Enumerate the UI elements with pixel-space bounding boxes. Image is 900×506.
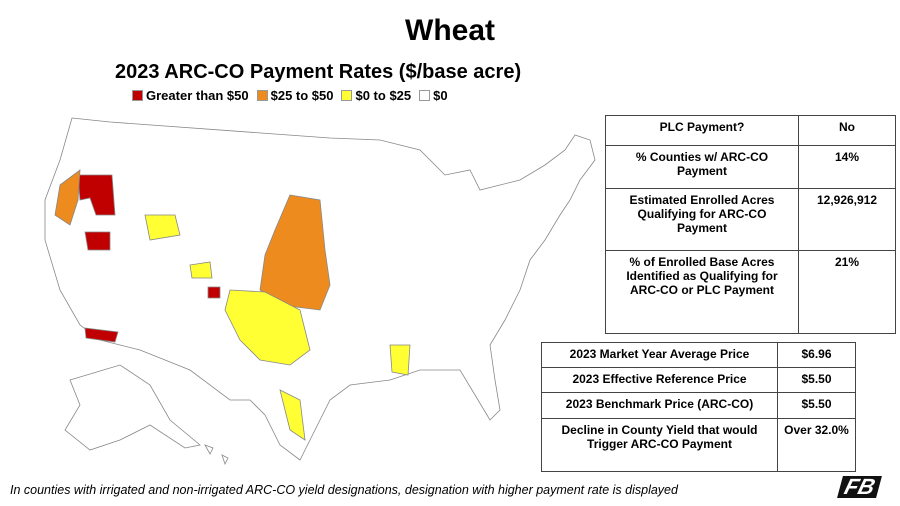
table-row: 2023 Effective Reference Price $5.50 bbox=[541, 367, 856, 393]
table-cell: No bbox=[798, 115, 896, 146]
table-cell: % of Enrolled Base Acres Identified as Q… bbox=[605, 250, 799, 334]
map-region bbox=[207, 286, 221, 299]
alaska-outline bbox=[64, 364, 201, 451]
logo: FB bbox=[837, 474, 883, 499]
map-region bbox=[144, 214, 181, 241]
legend-item: $0 to $25 bbox=[341, 88, 411, 103]
map-region bbox=[84, 327, 119, 343]
table-cell: 2023 Effective Reference Price bbox=[541, 367, 778, 393]
table-cell: 12,926,912 bbox=[798, 188, 896, 251]
table-cell: 2023 Market Year Average Price bbox=[541, 342, 778, 368]
title: Wheat bbox=[405, 14, 495, 47]
table-row: 2023 Benchmark Price (ARC-CO) $5.50 bbox=[541, 392, 856, 419]
legend-label: Greater than $50 bbox=[146, 88, 249, 103]
map-region bbox=[77, 174, 116, 216]
legend-label: $0 bbox=[433, 88, 448, 103]
table-cell: $5.50 bbox=[777, 367, 856, 393]
table-cell: Decline in County Yield that would Trigg… bbox=[541, 418, 778, 472]
table-cell: $5.50 bbox=[777, 392, 856, 419]
table-cell: Estimated Enrolled Acres Qualifying for … bbox=[605, 188, 799, 251]
footnote: In counties with irrigated and non-irrig… bbox=[10, 483, 678, 497]
map-region bbox=[54, 169, 81, 226]
table-cell: % Counties w/ ARC-CO Payment bbox=[605, 145, 799, 189]
legend-item: $0 bbox=[419, 88, 448, 103]
map-region bbox=[84, 231, 111, 251]
legend-swatch bbox=[419, 90, 431, 101]
legend-swatch bbox=[341, 90, 353, 101]
table-cell: PLC Payment? bbox=[605, 115, 799, 146]
table-row: 2023 Market Year Average Price $6.96 bbox=[541, 342, 856, 368]
table-row: PLC Payment? No bbox=[605, 115, 896, 146]
map-region bbox=[259, 194, 331, 311]
legend-label: $25 to $50 bbox=[270, 88, 334, 103]
legend-swatch bbox=[256, 90, 268, 101]
legend-swatch bbox=[132, 90, 143, 101]
table-row: Estimated Enrolled Acres Qualifying for … bbox=[605, 188, 896, 251]
table-row: % of Enrolled Base Acres Identified as Q… bbox=[605, 250, 896, 334]
table-cell: Over 32.0% bbox=[777, 418, 856, 472]
map-layer bbox=[44, 117, 596, 466]
table-cell: 14% bbox=[798, 145, 896, 189]
table-row: Decline in County Yield that would Trigg… bbox=[541, 418, 856, 472]
map-region bbox=[224, 289, 311, 366]
table-cell: $6.96 bbox=[777, 342, 856, 368]
hawaii-outline bbox=[204, 444, 229, 466]
table-row: % Counties w/ ARC-CO Payment 14% bbox=[605, 145, 896, 189]
table-cell: 21% bbox=[798, 250, 896, 334]
map-region bbox=[389, 344, 411, 376]
legend-item: $25 to $50 bbox=[256, 88, 334, 103]
legend: Greater than $50 $25 to $50 $0 to $25 $0 bbox=[132, 88, 448, 103]
map-region bbox=[279, 389, 306, 441]
legend-item: Greater than $50 bbox=[132, 88, 249, 103]
summary-table: PLC Payment? No% Counties w/ ARC-CO Payme… bbox=[605, 115, 896, 334]
legend-label: $0 to $25 bbox=[355, 88, 412, 103]
table-cell: 2023 Benchmark Price (ARC-CO) bbox=[541, 392, 778, 419]
price-table: 2023 Market Year Average Price $6.96 2023 … bbox=[541, 342, 856, 472]
subtitle: 2023 ARC-CO Payment Rates ($/base acre) bbox=[115, 61, 522, 83]
map-region bbox=[189, 261, 213, 279]
